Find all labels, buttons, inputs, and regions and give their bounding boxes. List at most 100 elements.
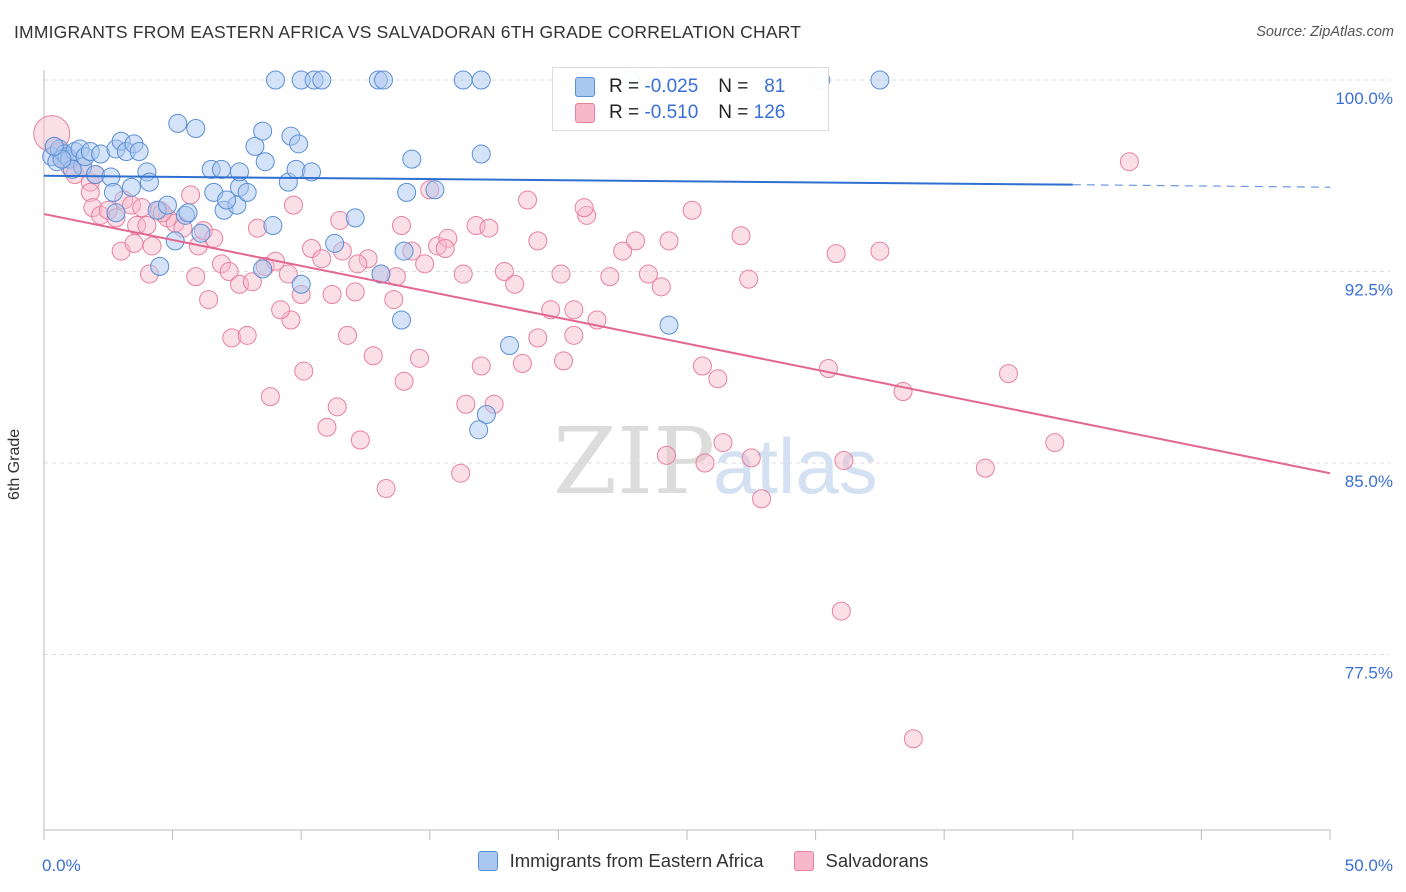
salvadorans-points — [33, 115, 1139, 749]
salvadoran-point — [317, 417, 337, 437]
eastern-africa-point — [394, 241, 414, 261]
eastern-africa-point — [106, 203, 126, 223]
legend-item-salvadorans: Salvadorans — [793, 850, 928, 872]
x-tick-label: 50.0% — [1345, 856, 1393, 875]
salvadoran-point — [428, 236, 448, 256]
y-axis-label: 6th Grade — [6, 428, 23, 500]
salvadoran-point — [142, 236, 162, 256]
eastern-africa-point — [659, 315, 679, 335]
legend-label-eastern-africa: Immigrants from Eastern Africa — [509, 850, 764, 871]
salvadoran-point — [271, 300, 291, 320]
eastern-africa-point — [44, 136, 64, 156]
salvadoran-point — [600, 267, 620, 287]
salvadoran-point — [124, 233, 144, 253]
eastern-africa-point — [211, 159, 231, 179]
salvadoran-point — [327, 397, 347, 417]
salvadoran-point — [337, 325, 357, 345]
salvadoran-point — [281, 310, 301, 330]
salvadoran-point — [651, 277, 671, 297]
salvadoran-point — [682, 200, 702, 220]
legend-row-blue: R = -0.025 N = 81 — [575, 75, 785, 99]
salvadoran-point — [415, 254, 435, 274]
salvadoran-point — [739, 269, 759, 289]
salvadoran-point — [312, 249, 332, 269]
salvadoran-point — [752, 489, 772, 509]
legend-n-label: N = — [718, 76, 749, 97]
salvadoran-point — [80, 182, 100, 202]
salvadoran-point — [384, 290, 404, 310]
salvadoran-point — [1119, 152, 1139, 172]
eastern-africa-point — [157, 195, 177, 215]
pink-swatch-icon — [575, 103, 595, 123]
salvadorans-trendline — [43, 213, 1331, 475]
salvadoran-point — [348, 254, 368, 274]
salvadoran-point — [260, 387, 280, 407]
salvadoran-point — [518, 190, 538, 210]
salvadoran-point — [731, 226, 751, 246]
salvadoran-point — [237, 325, 257, 345]
blue-swatch-icon — [477, 851, 498, 871]
salvadoran-point — [659, 231, 679, 251]
eastern-africa-trendline-extension — [1072, 184, 1331, 188]
watermark: ZIP atlas — [553, 408, 878, 515]
salvadoran-point — [137, 216, 157, 236]
salvadoran-point — [479, 218, 499, 238]
salvadoran-point — [638, 264, 658, 284]
eastern-africa-point — [471, 70, 491, 90]
salvadoran-point — [577, 205, 597, 225]
eastern-africa-point — [178, 203, 198, 223]
salvadoran-point — [471, 356, 491, 376]
legend-n-value: 126 — [753, 102, 786, 123]
salvadoran-point — [278, 264, 298, 284]
eastern-africa-trendline — [43, 174, 1073, 186]
axis-layer: 100.0% 92.5% 85.0% 77.5% 0.0% 50.0% — [42, 70, 1393, 875]
salvadoran-point — [713, 433, 733, 453]
salvadoran-point — [505, 274, 525, 294]
eastern-africa-point — [453, 70, 473, 90]
salvadoran-point — [345, 282, 365, 302]
salvadoran-point — [741, 448, 761, 468]
salvadoran-point — [363, 346, 383, 366]
source-label: Source: ZipAtlas.com — [1256, 24, 1394, 40]
salvadoran-point — [358, 249, 378, 269]
salvadoran-point — [1045, 433, 1065, 453]
salvadoran-point — [903, 729, 923, 749]
eastern-africa-point — [150, 256, 170, 276]
salvadoran-point — [613, 241, 633, 261]
pink-swatch-icon — [793, 851, 814, 871]
salvadoran-point — [186, 267, 206, 287]
salvadoran-point — [708, 369, 728, 389]
salvadoran-point — [294, 361, 314, 381]
eastern-africa-point — [371, 264, 391, 284]
salvadoran-point — [870, 241, 890, 261]
eastern-africa-point — [103, 182, 123, 202]
eastern-africa-point — [397, 182, 417, 202]
salvadoran-point — [554, 351, 574, 371]
salvadoran-point — [435, 239, 455, 259]
eastern-africa-point — [253, 259, 273, 279]
salvadoran-point — [283, 195, 303, 215]
eastern-africa-point — [255, 152, 275, 172]
y-tick-label: 85.0% — [1345, 472, 1393, 491]
legend-r-value: -0.510 — [644, 102, 699, 123]
eastern-africa-point — [392, 310, 412, 330]
salvadoran-point — [219, 262, 239, 281]
eastern-africa-point — [263, 216, 283, 236]
eastern-africa-point — [217, 190, 237, 210]
eastern-africa-point — [312, 70, 332, 90]
legend-r-label: R = — [609, 102, 640, 123]
eastern-africa-point — [325, 233, 345, 253]
salvadoran-point — [564, 300, 584, 320]
salvadoran-point — [242, 272, 262, 292]
watermark-atlas: atlas — [713, 422, 878, 510]
salvadoran-point — [834, 450, 854, 470]
salvadoran-point — [528, 328, 548, 348]
eastern-africa-point — [245, 136, 265, 156]
blue-swatch-icon — [575, 77, 595, 97]
eastern-africa-point — [291, 274, 311, 294]
salvadoran-point — [512, 353, 532, 373]
salvadoran-point — [392, 216, 412, 236]
salvadoran-point — [528, 231, 548, 251]
eastern-africa-point — [265, 70, 285, 90]
